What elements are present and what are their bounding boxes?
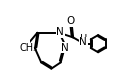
Text: N: N bbox=[79, 37, 87, 47]
Text: O: O bbox=[67, 16, 75, 26]
Text: CH₃: CH₃ bbox=[20, 43, 38, 53]
Text: H: H bbox=[80, 34, 87, 44]
Text: N: N bbox=[61, 43, 69, 53]
Text: N: N bbox=[56, 27, 64, 37]
